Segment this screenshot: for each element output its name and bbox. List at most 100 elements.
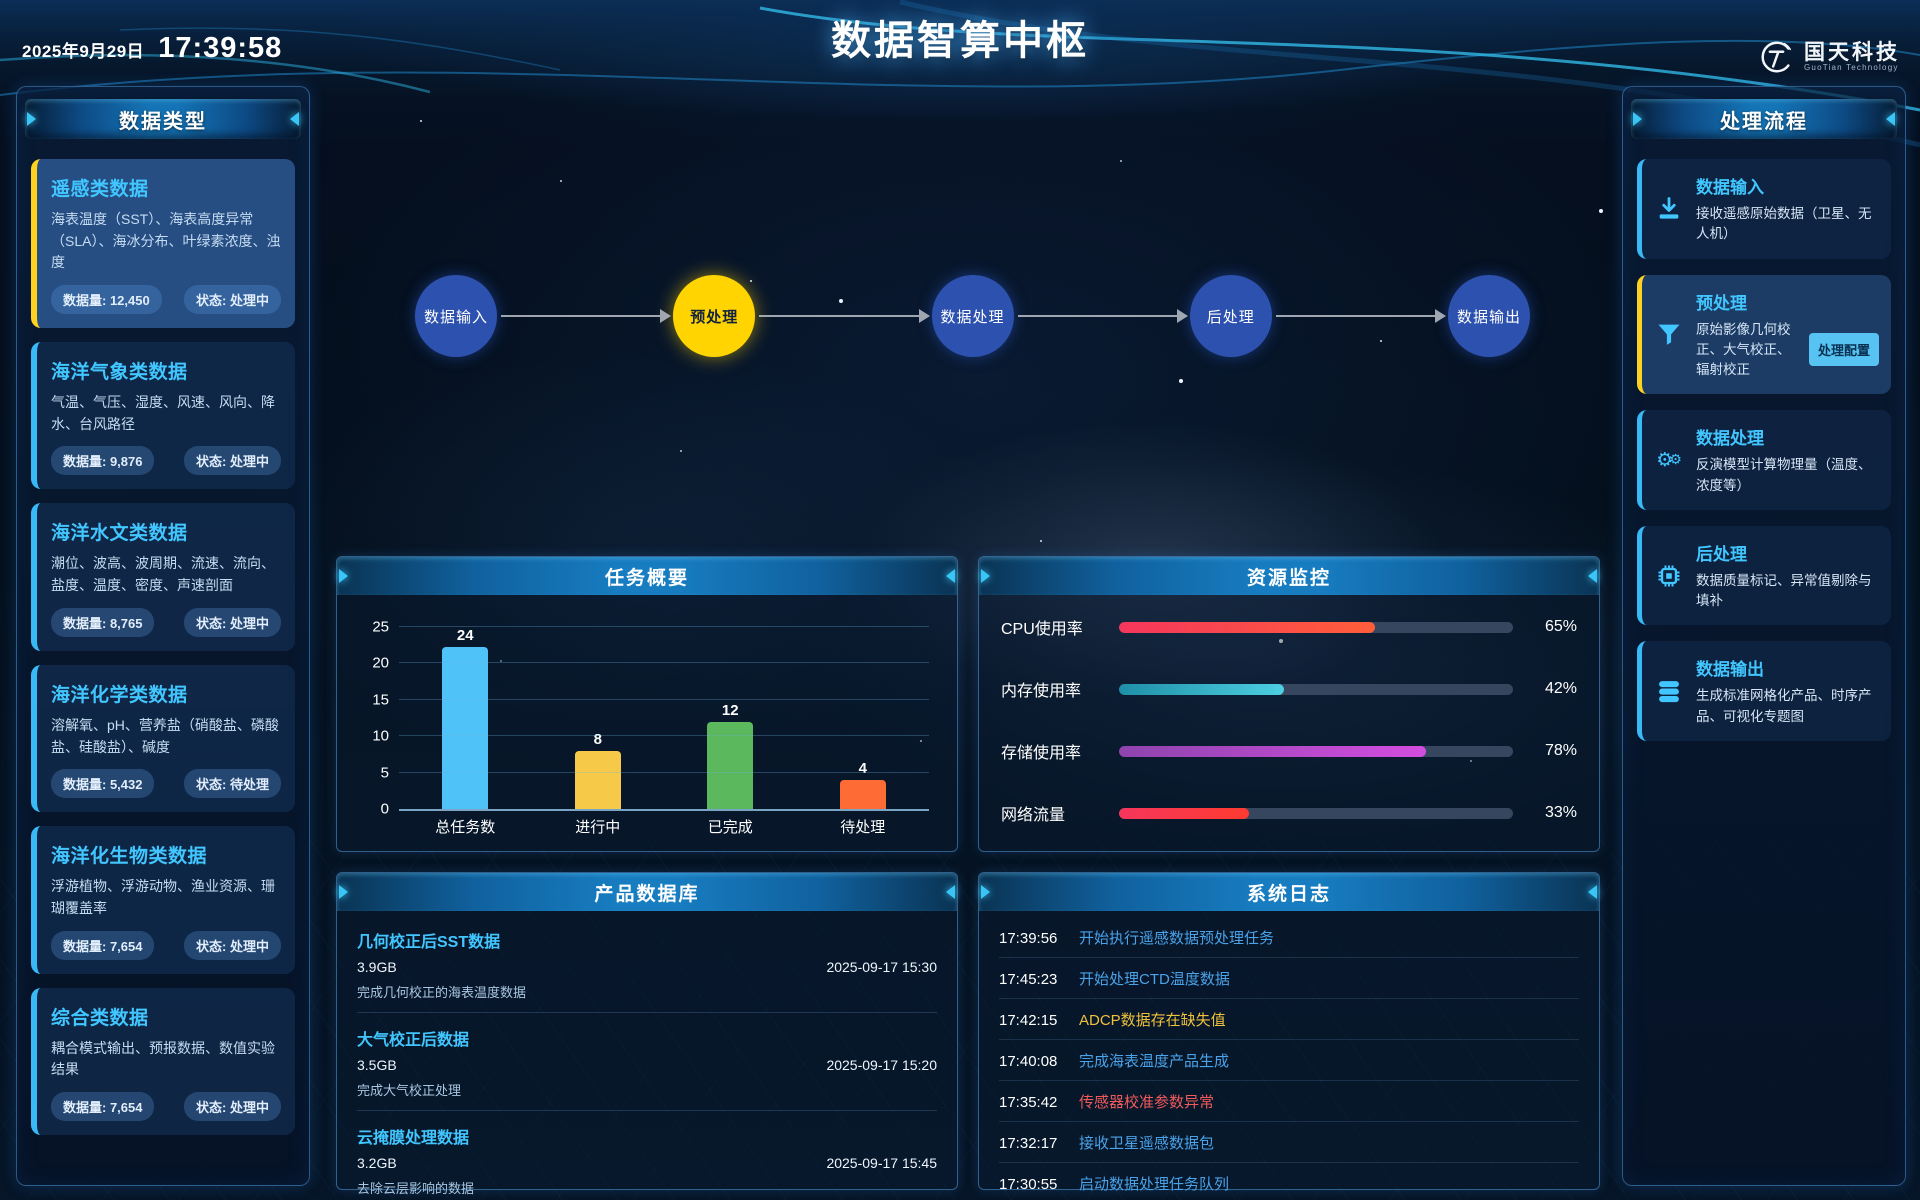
gears-icon: ⚙ ⚙ bbox=[1656, 448, 1682, 471]
pipeline-step-4[interactable]: 后处理 bbox=[1189, 275, 1272, 357]
flow-step-card[interactable]: 数据输入 接收遥感原始数据（卫星、无人机） bbox=[1637, 159, 1891, 259]
bar-value-label: 24 bbox=[456, 627, 474, 644]
processing-flow-title: 处理流程 bbox=[1720, 110, 1808, 133]
data-type-card[interactable]: 海洋气象类数据 气温、气压、湿度、风速、风向、降水、台风路径 数据量: 9,876 状… bbox=[31, 342, 295, 490]
header-arrow-left-icon bbox=[27, 112, 36, 126]
flow-step-desc-row: 接收遥感原始数据（卫星、无人机） bbox=[1696, 204, 1879, 245]
product-name: 几何校正后SST数据 bbox=[357, 934, 501, 951]
product-database-title: 产品数据库 bbox=[594, 883, 700, 905]
product-list-item[interactable]: 几何校正后SST数据 3.9GB 2025-09-17 15:30 完成几何校正的海表… bbox=[357, 915, 937, 1013]
flow-step-card[interactable]: 预处理原始影像几何校正、大气校正、辐射校正 处理配置 bbox=[1637, 274, 1891, 395]
database-icon bbox=[1650, 677, 1688, 705]
meter-label: 网络流量 bbox=[1001, 807, 1066, 824]
product-size: 3.9GB bbox=[357, 959, 397, 975]
y-axis-tick-label: 10 bbox=[372, 727, 389, 745]
datetime-display: 2025年9月29日 17:39:58 bbox=[22, 32, 282, 65]
flow-step-title: 数据处理 bbox=[1696, 429, 1764, 449]
pipeline-step-3[interactable]: 数据处理 bbox=[931, 275, 1014, 357]
product-database-header: 产品数据库 bbox=[337, 873, 957, 911]
data-volume-badge: 数据量: 7,654 bbox=[51, 930, 155, 960]
flow-step-card[interactable]: ⚙ ⚙ 数据处理反演模型计算物理量（温度、浓度等） bbox=[1637, 410, 1891, 510]
pipeline-step-5[interactable]: 数据输出 bbox=[1448, 275, 1530, 357]
meter-fill bbox=[1119, 621, 1376, 633]
bar bbox=[574, 750, 621, 809]
task-summary-header: 任务概要 bbox=[337, 557, 957, 595]
chart-gridline bbox=[399, 735, 929, 737]
company-logo: 国天科技 GuoTian Technology bbox=[1757, 38, 1900, 76]
log-timestamp: 17:35:42 bbox=[999, 1094, 1058, 1111]
flow-step-description: 接收遥感原始数据（卫星、无人机） bbox=[1696, 206, 1872, 242]
product-meta: 3.2GB 2025-09-17 15:45 bbox=[357, 1155, 937, 1171]
pipeline-step-1[interactable]: 数据输入 bbox=[415, 275, 497, 357]
bar-value-label: 8 bbox=[593, 730, 602, 748]
bar-column: 4 bbox=[797, 627, 930, 809]
log-timestamp: 17:45:23 bbox=[999, 971, 1058, 988]
flow-step-title: 数据输出 bbox=[1696, 660, 1764, 680]
data-type-card[interactable]: 海洋化生物类数据 浮游植物、浮游动物、渔业资源、珊瑚覆盖率 数据量: 7,654 状态… bbox=[31, 826, 295, 974]
flow-step-title: 后处理 bbox=[1696, 544, 1747, 564]
header-arrow-left-icon bbox=[1633, 112, 1642, 126]
processing-flow-panel: 处理流程 数据输入 接收遥感原始数据（卫星、无人机） 预处理原始影像几何校正、大气校… bbox=[1622, 86, 1906, 1186]
product-size: 3.5GB bbox=[357, 1057, 397, 1073]
resource-meter-row: 网络流量 33% bbox=[1001, 801, 1577, 825]
header-arrow-right-icon bbox=[1886, 112, 1895, 126]
system-log-title: 系统日志 bbox=[1246, 883, 1331, 905]
log-message: 传感器校准参数异常 bbox=[1079, 1094, 1215, 1111]
meter-percent-value: 65% bbox=[1544, 618, 1577, 635]
flow-step-card[interactable]: 后处理数据质量标记、异常值剔除与填补 bbox=[1637, 525, 1891, 626]
flow-step-body: 预处理原始影像几何校正、大气校正、辐射校正 处理配置 bbox=[1696, 289, 1879, 381]
meter-track bbox=[1119, 807, 1513, 819]
chart-gridline bbox=[399, 662, 929, 664]
system-log-header: 系统日志 bbox=[979, 873, 1599, 911]
product-list-item[interactable]: 云掩膜处理数据 3.2GB 2025-09-17 15:45 去除云层影响的数据 bbox=[357, 1111, 937, 1200]
data-type-card[interactable]: 海洋化学类数据 溶解氧、pH、营养盐（硝酸盐、磷酸盐、硅酸盐）、碱度 数据量: 5,… bbox=[31, 664, 295, 813]
flow-step-body: 数据输出 生成标准网格化产品、时序产品、可视化专题图 bbox=[1696, 655, 1879, 727]
resource-monitor-header: 资源监控 bbox=[979, 557, 1599, 595]
meter-label: 内存使用率 bbox=[1001, 683, 1082, 700]
pipeline-step-2[interactable]: 预处理 bbox=[673, 275, 756, 357]
log-message: 启动数据处理任务队列 bbox=[1079, 1176, 1230, 1193]
header-arrow-right-icon bbox=[946, 885, 955, 899]
meter-track bbox=[1119, 745, 1513, 757]
log-entry: 17:45:23 开始处理CTD温度数据 bbox=[999, 958, 1579, 999]
flow-step-title: 预处理 bbox=[1696, 293, 1747, 313]
log-timestamp: 17:39:56 bbox=[999, 930, 1058, 947]
log-message: 开始处理CTD温度数据 bbox=[1079, 971, 1230, 988]
header-arrow-right-icon bbox=[1588, 885, 1597, 899]
chart-gridline bbox=[399, 698, 929, 700]
meter-label: CPU使用率 bbox=[1001, 621, 1083, 638]
header-arrow-right-icon bbox=[1588, 569, 1597, 583]
product-description: 去除云层影响的数据 bbox=[357, 1181, 475, 1196]
data-type-card[interactable]: 综合类数据 耦合模式输出、预报数据、数值实验结果 数据量: 7,654 状态: 处理中 bbox=[31, 987, 295, 1135]
flow-step-desc-row: 数据质量标记、异常值剔除与填补 bbox=[1696, 571, 1879, 612]
bar-column: 24 bbox=[399, 627, 532, 809]
data-volume-badge: 数据量: 12,450 bbox=[51, 285, 162, 315]
header-arrow-left-icon bbox=[339, 569, 348, 583]
header-arrow-left-icon bbox=[981, 569, 990, 583]
data-type-card-badges: 数据量: 5,432 状态: 待处理 bbox=[51, 769, 281, 799]
x-axis-category-label: 待处理 bbox=[840, 819, 886, 836]
meter-track bbox=[1119, 683, 1513, 695]
process-config-button[interactable]: 处理配置 bbox=[1808, 333, 1879, 367]
resource-meter-row: 内存使用率 42% bbox=[1001, 677, 1577, 701]
flow-step-card[interactable]: 数据输出 生成标准网格化产品、时序产品、可视化专题图 bbox=[1637, 641, 1891, 741]
flow-step-desc-row: 反演模型计算物理量（温度、浓度等） bbox=[1696, 455, 1879, 496]
meter-label: 存储使用率 bbox=[1001, 745, 1082, 762]
download-icon bbox=[1650, 195, 1688, 223]
data-type-card[interactable]: 遥感类数据 海表温度（SST）、海表高度异常（SLA）、海冰分布、叶绿素浓度、浊度… bbox=[31, 159, 295, 329]
meter-fill bbox=[1119, 745, 1427, 757]
data-type-card-badges: 数据量: 7,654 状态: 处理中 bbox=[51, 930, 281, 960]
log-entry: 17:40:08 完成海表温度产品生成 bbox=[999, 1040, 1579, 1081]
data-type-card-title: 海洋气象类数据 bbox=[51, 362, 188, 384]
product-name: 大气校正后数据 bbox=[357, 1032, 470, 1049]
flow-step-description: 原始影像几何校正、大气校正、辐射校正 bbox=[1696, 321, 1791, 378]
x-axis-category-label: 进行中 bbox=[575, 819, 621, 836]
logo-text-cn: 国天科技 bbox=[1804, 41, 1900, 65]
resource-meter-row: CPU使用率 65% bbox=[1001, 615, 1577, 639]
data-volume-badge: 数据量: 9,876 bbox=[51, 446, 155, 476]
product-list-item[interactable]: 大气校正后数据 3.5GB 2025-09-17 15:20 完成大气校正处理 bbox=[357, 1013, 937, 1111]
data-type-card-description: 气温、气压、湿度、风速、风向、降水、台风路径 bbox=[51, 394, 275, 432]
data-type-card[interactable]: 海洋水文类数据 潮位、波高、波周期、流速、流向、盐度、温度、密度、声速剖面 数据量:… bbox=[31, 503, 295, 651]
data-type-card-description: 耦合模式输出、预报数据、数值实验结果 bbox=[51, 1039, 275, 1078]
